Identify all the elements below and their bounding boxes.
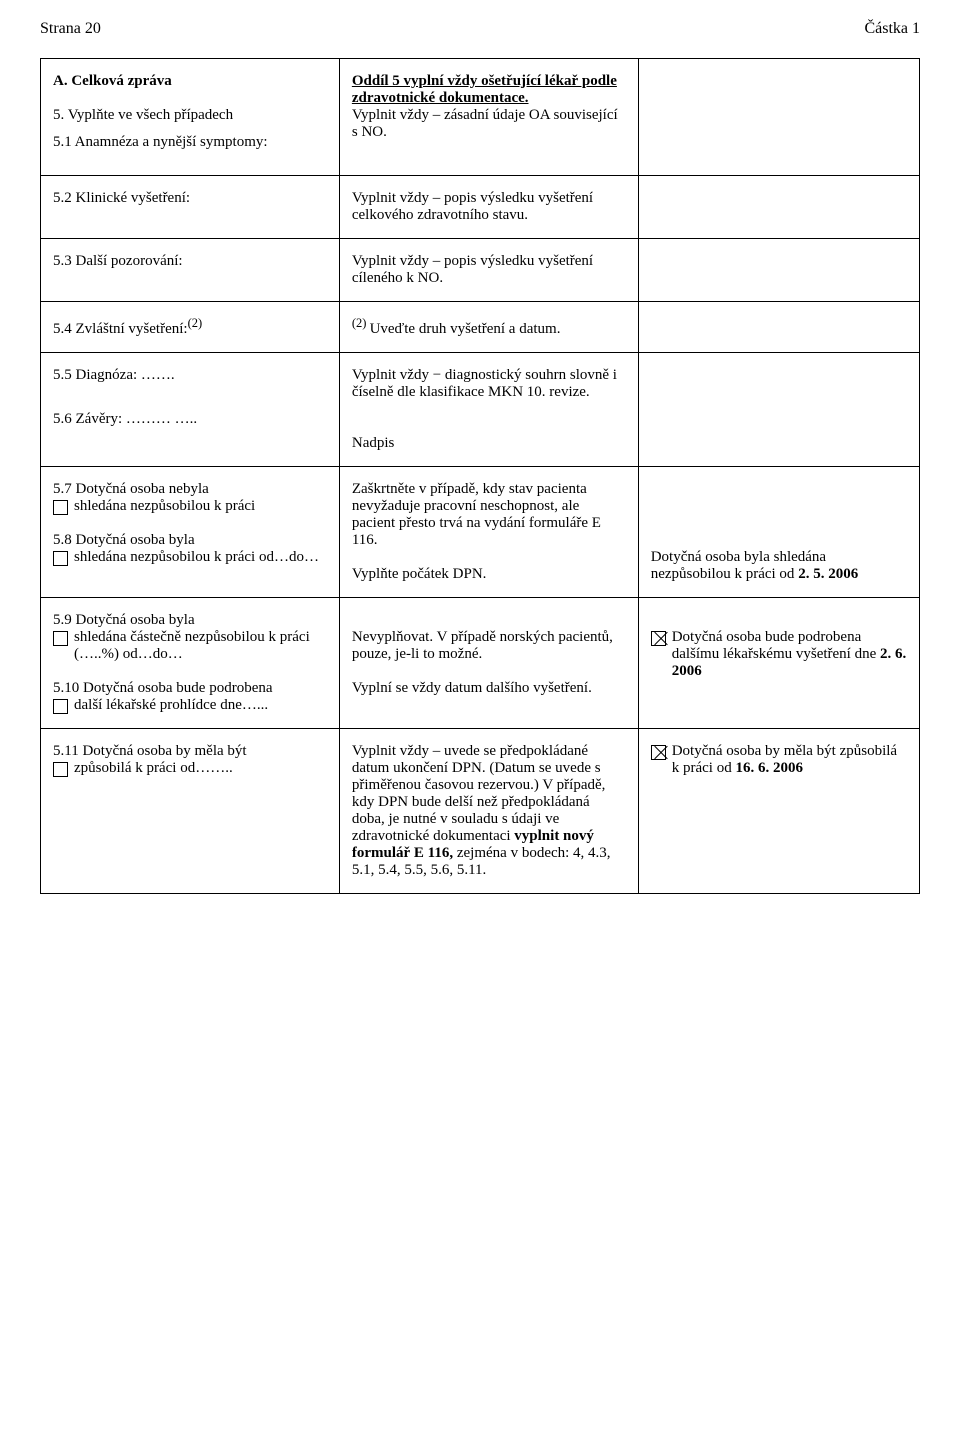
checkbox-5-10[interactable] [53, 699, 68, 714]
cell-53-right [638, 239, 919, 302]
right-59-text: Dotyčná osoba bude podrobena dalšímu lék… [672, 629, 880, 662]
oddil5-title: Oddíl 5 vyplní vždy ošetřující lékař pod… [352, 73, 626, 107]
cell-511-right: Dotyčná osoba by měla být způsobilá k pr… [638, 729, 919, 894]
cell-55-left: 5.5 Diagnóza: ……. 5.6 Závěry: ……… ….. [41, 353, 340, 467]
sup-2b: (2) [352, 316, 370, 330]
oddil5-text: Vyplnit vždy – zásadní údaje OA souvisej… [352, 107, 626, 141]
cell-54-right [638, 302, 919, 353]
checkbox-right-511[interactable] [651, 745, 666, 760]
right-511-date: 16. 6. 2006 [735, 760, 803, 776]
form-table: A. Celková zpráva 5. Vyplňte ve všech př… [40, 58, 920, 894]
section-a-title: A. Celková zpráva [53, 73, 327, 90]
cell-53-left: 5.3 Další pozorování: [41, 239, 340, 302]
item-5-7-cont: shledána nezpůsobilou k práci [74, 498, 327, 515]
page-number-right: Částka 1 [864, 20, 920, 38]
checkbox-5-9[interactable] [53, 631, 68, 646]
sup-2: (2) [188, 316, 203, 330]
diag-text: Vyplnit vždy − diagnostický souhrn slovn… [352, 367, 626, 401]
mid-59b: Vyplní se vždy datum dalšího vyšetření. [352, 680, 626, 697]
page-number-left: Strana 20 [40, 20, 101, 38]
item-5: 5. Vyplňte ve všech případech [53, 107, 327, 124]
item-5-10-head: 5.10 Dotyčná osoba bude podrobena [53, 680, 327, 697]
cell-52-left: 5.2 Klinické vyšetření: [41, 176, 340, 239]
cell-52-right [638, 176, 919, 239]
item-5-9-cont: shledána částečně nezpůsobilou k práci (… [74, 629, 327, 663]
cell-53-mid: Vyplnit vždy – popis výsledku vyšetření … [339, 239, 638, 302]
checkbox-5-11[interactable] [53, 762, 68, 777]
cell-55-mid: Vyplnit vždy − diagnostický souhrn slovn… [339, 353, 638, 467]
item-5-4-mid: Uveďte druh vyšetření a datum. [370, 321, 561, 337]
right-59: Dotyčná osoba bude podrobena dalšímu lék… [672, 629, 907, 680]
cell-59-right: Dotyčná osoba bude podrobena dalšímu lék… [638, 598, 919, 729]
cell-59-left: 5.9 Dotyčná osoba byla shledána částečně… [41, 598, 340, 729]
item-5-7-head: 5.7 Dotyčná osoba nebyla [53, 481, 327, 498]
item-5-8-head: 5.8 Dotyčná osoba byla [53, 532, 327, 549]
cell-57-mid: Zaškrtněte v případě, kdy stav pacienta … [339, 467, 638, 598]
cell-a-left: A. Celková zpráva 5. Vyplňte ve všech př… [41, 59, 340, 176]
cell-a-right [638, 59, 919, 176]
cell-59-mid: Nevyplňovat. V případě norských pacientů… [339, 598, 638, 729]
cell-54-left: 5.4 Zvláštní vyšetření:(2) [41, 302, 340, 353]
cell-57-right: Dotyčná osoba byla shledána nezpůsobilou… [638, 467, 919, 598]
nadpis-text: Nadpis [352, 435, 626, 452]
cell-54-mid: (2) Uveďte druh vyšetření a datum. [339, 302, 638, 353]
cell-511-left: 5.11 Dotyčná osoba by měla být způsobilá… [41, 729, 340, 894]
right-57-date: 2. 5. 2006 [798, 566, 858, 582]
checkbox-5-7[interactable] [53, 500, 68, 515]
item-5-8-cont: shledána nezpůsobilou k práci od…do… [74, 549, 327, 566]
checkbox-5-8[interactable] [53, 551, 68, 566]
item-5-10-cont: další lékařské prohlídce dne…... [74, 697, 327, 714]
item-5-1: 5.1 Anamnéza a nynější symptomy: [53, 134, 327, 151]
cell-57-left: 5.7 Dotyčná osoba nebyla shledána nezpůs… [41, 467, 340, 598]
item-5-6: 5.6 Závěry: ……… ….. [53, 411, 327, 428]
item-5-9-head: 5.9 Dotyčná osoba byla [53, 612, 327, 629]
item-5-4-text: 5.4 Zvláštní vyšetření: [53, 321, 188, 337]
checkbox-right-59[interactable] [651, 631, 666, 646]
right-511: Dotyčná osoba by měla být způsobilá k pr… [672, 743, 907, 777]
mid-57a: Zaškrtněte v případě, kdy stav pacienta … [352, 481, 626, 549]
mid-59a: Nevyplňovat. V případě norských pacientů… [352, 629, 626, 663]
item-5-5: 5.5 Diagnóza: ……. [53, 367, 327, 384]
mid-57b: Vyplňte počátek DPN. [352, 566, 626, 583]
cell-a-mid: Oddíl 5 vyplní vždy ošetřující lékař pod… [339, 59, 638, 176]
cell-511-mid: Vyplnit vždy – uvede se předpokládané da… [339, 729, 638, 894]
cell-52-mid: Vyplnit vždy – popis výsledku vyšetření … [339, 176, 638, 239]
item-5-11-head: 5.11 Dotyčná osoba by měla být [53, 743, 327, 760]
cell-55-right [638, 353, 919, 467]
item-5-11-cont: způsobilá k práci od…….. [74, 760, 327, 777]
